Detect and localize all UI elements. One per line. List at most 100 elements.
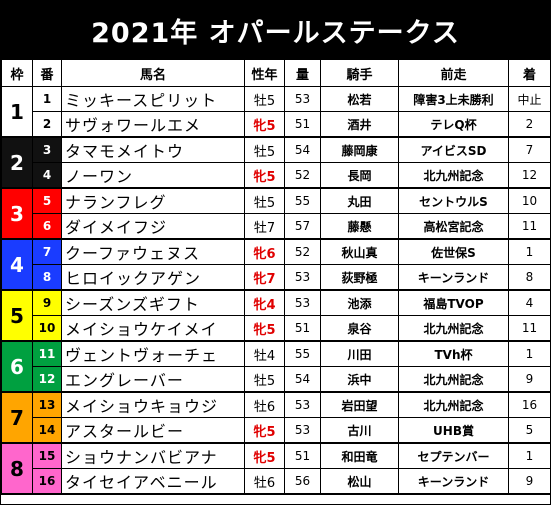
previous-race: 佐世保S xyxy=(398,238,509,265)
jockey: 酒井 xyxy=(320,111,399,138)
table-row: 1 1 ミッキースピリット 牡5 53 松若 障害3上未勝利 中止 xyxy=(1,86,551,138)
table-row: 2 3 タマモメイトウ 牡5 54 藤岡康 アイビスSD 7 xyxy=(1,136,551,189)
previous-race: TVh杯 xyxy=(398,340,509,367)
horse-name: ミッキースピリット xyxy=(61,86,245,112)
sex-age: 牝7 xyxy=(244,264,285,291)
previous-race: 北九州記念 xyxy=(398,366,509,393)
table-row: 8 15 ショウナンバビアナ 牝5 51 和田竜 セプテンバー 1 xyxy=(1,442,551,495)
horse-name: ダイメイフジ xyxy=(61,213,245,240)
jockey: 藤懸 xyxy=(320,213,399,240)
horse-number: 8 xyxy=(32,264,62,291)
previous-finish: 9 xyxy=(508,468,551,495)
horse-number: 1 xyxy=(32,86,62,112)
jockey: 川田 xyxy=(320,340,399,367)
previous-finish: 9 xyxy=(508,366,551,393)
horse-name: タマモメイトウ xyxy=(61,136,245,163)
table-row: 12 エングレーバー 牡5 54 浜中 北九州記念 9 xyxy=(2,366,551,393)
horse-number: 13 xyxy=(32,391,62,418)
previous-race: テレQ杯 xyxy=(398,111,509,138)
sex-age: 牝5 xyxy=(244,162,285,189)
waku-cell: 4 xyxy=(1,238,33,291)
header-sexage: 性年 xyxy=(244,59,285,87)
jockey: 和田竜 xyxy=(320,442,399,469)
header-name: 馬名 xyxy=(61,59,245,87)
horse-name: エングレーバー xyxy=(61,366,245,393)
sex-age: 牡6 xyxy=(244,391,285,418)
carried-weight: 51 xyxy=(284,315,321,342)
sex-age: 牝5 xyxy=(244,417,285,444)
jockey: 泉谷 xyxy=(320,315,399,342)
carried-weight: 51 xyxy=(284,442,321,469)
horse-number: 15 xyxy=(32,442,62,469)
header-waku: 枠 xyxy=(1,59,33,87)
jockey: 松山 xyxy=(320,468,399,495)
previous-finish: 4 xyxy=(508,289,551,316)
jockey: 長岡 xyxy=(320,162,399,189)
header-row: 枠 番 馬名 性年 量 騎手 前走 着 xyxy=(1,59,551,87)
jockey: 荻野極 xyxy=(320,264,399,291)
previous-finish: 11 xyxy=(508,213,551,240)
jockey: 松若 xyxy=(320,86,399,112)
header-prev: 前走 xyxy=(398,59,509,87)
carried-weight: 56 xyxy=(284,468,321,495)
jockey: 浜中 xyxy=(320,366,399,393)
horse-number: 4 xyxy=(32,162,62,189)
table-row: 8 ヒロイックアゲン 牝7 53 荻野極 キーンランド 8 xyxy=(2,264,551,291)
horse-number: 7 xyxy=(32,238,62,265)
previous-finish: 8 xyxy=(508,264,551,291)
table-row: 7 13 メイショウキョウジ 牡6 53 岩田望 北九州記念 16 xyxy=(1,391,551,444)
carried-weight: 54 xyxy=(284,136,321,163)
horse-name: メイショウケイメイ xyxy=(61,315,245,342)
horse-name: サヴォワールエメ xyxy=(61,111,245,138)
horse-number: 10 xyxy=(32,315,62,342)
previous-race: 北九州記念 xyxy=(398,162,509,189)
previous-finish: 中止 xyxy=(508,86,551,112)
previous-race: アイビスSD xyxy=(398,136,509,163)
horse-number: 12 xyxy=(32,366,62,393)
horse-number: 9 xyxy=(32,289,62,316)
previous-finish: 1 xyxy=(508,340,551,367)
horse-name: ヒロイックアゲン xyxy=(61,264,245,291)
horse-name: ノーワン xyxy=(61,162,245,189)
sex-age: 牡7 xyxy=(244,213,285,240)
carried-weight: 55 xyxy=(284,340,321,367)
horse-name: メイショウキョウジ xyxy=(61,391,245,418)
previous-finish: 10 xyxy=(508,187,551,214)
waku-cell: 3 xyxy=(1,187,33,240)
horse-name: ヴェントヴォーチェ xyxy=(61,340,245,367)
table-row: 6 11 ヴェントヴォーチェ 牡4 55 川田 TVh杯 1 xyxy=(1,340,551,393)
previous-race: 北九州記念 xyxy=(398,315,509,342)
sex-age: 牡5 xyxy=(244,86,285,112)
carried-weight: 53 xyxy=(284,289,321,316)
horse-number: 6 xyxy=(32,213,62,240)
carried-weight: 53 xyxy=(284,264,321,291)
jockey: 岩田望 xyxy=(320,391,399,418)
table-row: 16 タイセイアベニール 牡6 56 松山 キーンランド 9 xyxy=(2,468,551,495)
horse-name: クーファウェヌス xyxy=(61,238,245,265)
table-row: 10 メイショウケイメイ 牝5 51 泉谷 北九州記念 11 xyxy=(2,315,551,342)
horse-number: 11 xyxy=(32,340,62,367)
previous-finish: 11 xyxy=(508,315,551,342)
table-row: 14 アスタールビー 牝5 53 古川 UHB賞 5 xyxy=(2,417,551,444)
race-title: 2021年 オパールステークス xyxy=(1,1,550,59)
waku-cell: 7 xyxy=(1,391,33,444)
table-row: 5 9 シーズンズギフト 牝4 53 池添 福島TVOP 4 xyxy=(1,289,551,342)
previous-finish: 2 xyxy=(508,111,551,138)
table-row: 6 ダイメイフジ 牡7 57 藤懸 高松宮記念 11 xyxy=(2,213,551,240)
jockey: 藤岡康 xyxy=(320,136,399,163)
sex-age: 牡4 xyxy=(244,340,285,367)
previous-race: 障害3上未勝利 xyxy=(398,86,509,112)
horse-name: アスタールビー xyxy=(61,417,245,444)
horse-number: 3 xyxy=(32,136,62,163)
jockey: 古川 xyxy=(320,417,399,444)
previous-finish: 16 xyxy=(508,391,551,418)
table-row: 4 ノーワン 牝5 52 長岡 北九州記念 12 xyxy=(2,162,551,189)
sex-age: 牝6 xyxy=(244,238,285,265)
previous-race: セプテンバー xyxy=(398,442,509,469)
previous-race: セントウルS xyxy=(398,187,509,214)
horse-name: シーズンズギフト xyxy=(61,289,245,316)
carried-weight: 52 xyxy=(284,238,321,265)
horse-number: 14 xyxy=(32,417,62,444)
previous-finish: 1 xyxy=(508,442,551,469)
